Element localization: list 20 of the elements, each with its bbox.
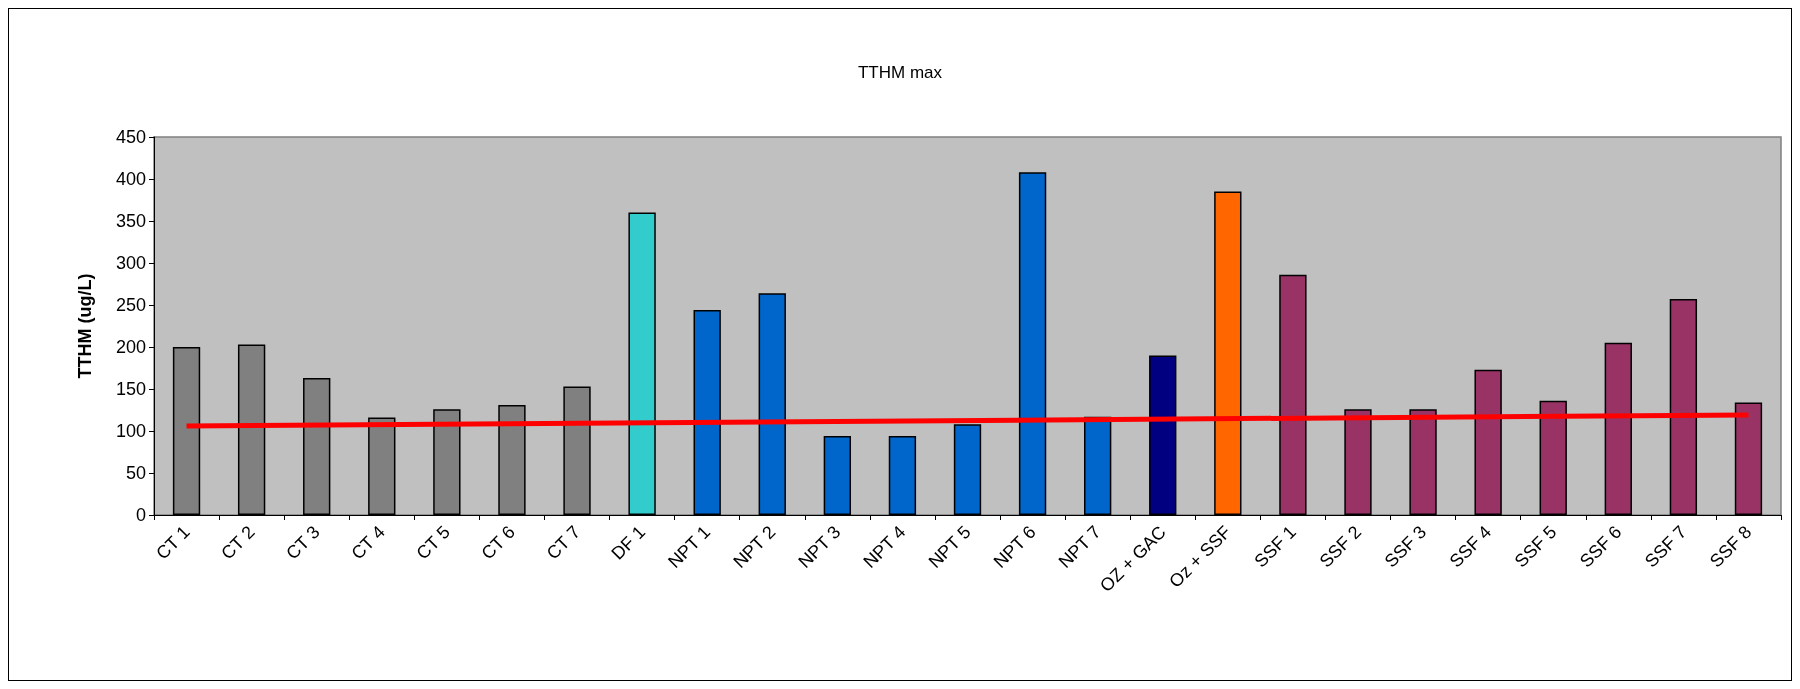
x-tick-label: CT 1 [152, 521, 194, 564]
x-tick-label: CT 2 [217, 521, 259, 564]
y-tick-label: 50 [125, 463, 146, 483]
y-tick-label: 100 [115, 421, 146, 441]
y-tick-label: 300 [115, 253, 146, 273]
x-tick-label: DF 1 [607, 521, 650, 564]
x-tick-label: CT 3 [282, 521, 324, 564]
x-tick-label: CT 7 [542, 521, 585, 564]
x-tick-label: CT 4 [347, 521, 389, 564]
chart-title: TTHM max [857, 63, 943, 82]
y-tick-label: 450 [115, 127, 146, 147]
y-tick-label: 200 [115, 337, 146, 357]
x-tick-label: CT 6 [477, 521, 520, 564]
y-tick-label: 250 [115, 295, 146, 315]
x-tick-label: CT 5 [412, 521, 454, 564]
y-tick-label: 0 [135, 505, 146, 525]
y-axis-title: TTHM (ug/L) [75, 273, 95, 379]
y-tick-label: 400 [115, 169, 146, 189]
y-tick-label: 350 [115, 211, 146, 231]
y-tick-label: 150 [115, 379, 146, 399]
